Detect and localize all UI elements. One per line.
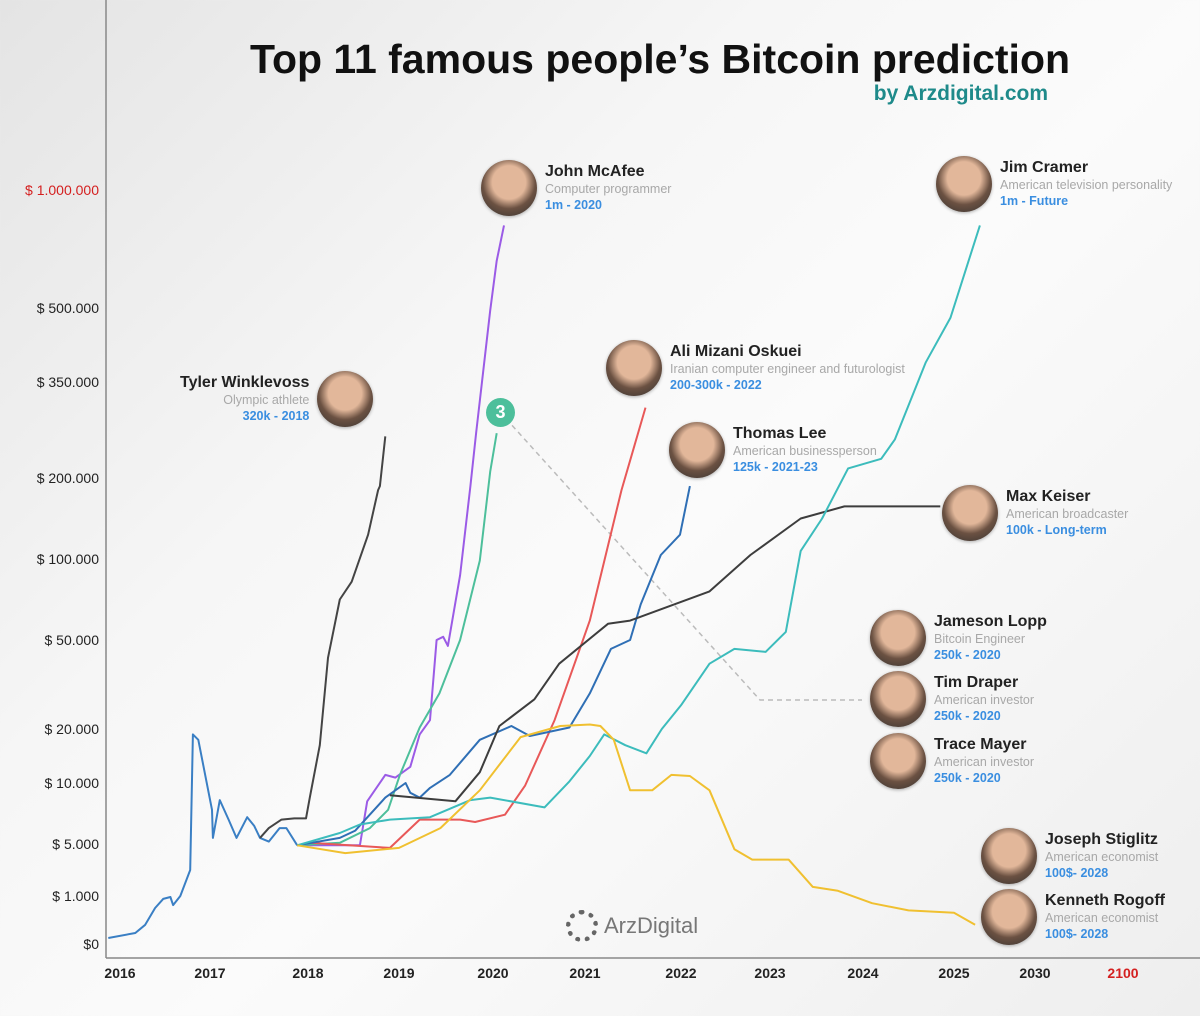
series-line-john-mcafee xyxy=(297,225,505,847)
person-name: Trace Mayer xyxy=(934,736,1027,753)
series-line-jim-cramer xyxy=(296,225,981,847)
person-john-mcafee: John McAfee Computer programmer 1m - 2020 xyxy=(481,160,671,216)
series-line-history xyxy=(108,733,299,939)
person-role: Bitcoin Engineer xyxy=(934,632,1026,646)
person-name: Max Keiser xyxy=(1006,488,1091,505)
y-tick-label: $ 5.000 xyxy=(52,836,99,852)
person-role: American economist xyxy=(1045,850,1159,864)
x-tick-label: 2019 xyxy=(383,965,414,981)
y-tick-label: $ 350.000 xyxy=(37,374,99,390)
person-name: Joseph Stiglitz xyxy=(1045,831,1158,848)
person-max-keiser: Max Keiser American broadcaster 100k - Lon… xyxy=(942,485,1128,541)
avatar xyxy=(981,889,1037,945)
series-line-lopp-draper-mayer xyxy=(297,433,498,847)
person-role: American economist xyxy=(1045,911,1159,925)
x-tick-label: 2025 xyxy=(938,965,969,981)
person-name: Kenneth Rogoff xyxy=(1045,892,1165,909)
y-tick-label: $ 1.000.000 xyxy=(25,182,99,198)
person-prediction: 200-300k - 2022 xyxy=(670,378,762,392)
person-name: John McAfee xyxy=(545,163,645,180)
y-tick-label: $ 20.000 xyxy=(45,721,100,737)
person-role: American investor xyxy=(934,693,1035,707)
y-tick-label: $ 100.000 xyxy=(37,551,99,567)
person-jameson-lopp: Jameson Lopp Bitcoin Engineer 250k - 2020 xyxy=(870,610,1047,666)
person-prediction: 250k - 2020 xyxy=(934,648,1001,662)
x-tick-label: 2020 xyxy=(477,965,508,981)
person-name: Jameson Lopp xyxy=(934,613,1047,630)
person-trace-mayer: Trace Mayer American investor 250k - 2020 xyxy=(870,733,1034,789)
series-line-stiglitz-rogoff xyxy=(297,723,976,926)
series-line-ali-mizani-oskuei xyxy=(297,407,647,849)
person-name: Tyler Winklevoss xyxy=(180,374,310,391)
avatar xyxy=(870,671,926,727)
avatar xyxy=(981,828,1037,884)
person-prediction: 100k - Long-term xyxy=(1006,523,1107,537)
person-tim-draper: Tim Draper American investor 250k - 2020 xyxy=(870,671,1034,727)
series-line-max-keiser xyxy=(389,505,941,803)
callout-badge: 3 xyxy=(486,398,515,427)
arzdigital-logo: ArzDigital xyxy=(566,910,698,942)
person-ali-mizani-oskuei: Ali Mizani Oskuei Iranian computer engine… xyxy=(606,340,905,396)
chart-title: Top 11 famous people’s Bitcoin predictio… xyxy=(249,36,1071,82)
person-name: Thomas Lee xyxy=(733,425,827,442)
x-tick-label: 2024 xyxy=(847,965,878,981)
person-tyler-winklevoss: Tyler Winklevoss Olympic athlete 320k - 20… xyxy=(180,371,374,427)
person-name: Jim Cramer xyxy=(1000,159,1089,176)
y-tick-label: $ 1.000 xyxy=(52,888,99,904)
person-role: American broadcaster xyxy=(1006,507,1129,521)
avatar xyxy=(942,485,998,541)
y-tick-label: $ 200.000 xyxy=(37,470,99,486)
avatar xyxy=(606,340,662,396)
person-jim-cramer: Jim Cramer American television personalit… xyxy=(936,156,1172,212)
logo-text: ArzDigital xyxy=(604,913,699,938)
person-prediction: 320k - 2018 xyxy=(242,409,310,423)
avatar xyxy=(669,422,725,478)
person-role: American television personality xyxy=(1000,178,1173,192)
person-prediction: 100$- 2028 xyxy=(1045,927,1109,941)
person-name: Tim Draper xyxy=(934,674,1019,691)
person-role: American investor xyxy=(934,755,1035,769)
y-tick-label: $0 xyxy=(83,936,99,952)
logo-icon xyxy=(566,910,598,942)
series-line-tyler-winklevoss xyxy=(259,436,387,839)
person-thomas-lee: Thomas Lee American businessperson 125k - … xyxy=(669,422,877,478)
avatar xyxy=(936,156,992,212)
x-tick-label: 2023 xyxy=(754,965,785,981)
y-tick-label: $ 500.000 xyxy=(37,300,99,316)
person-prediction: 1m - Future xyxy=(1000,194,1069,208)
person-prediction: 125k - 2021-23 xyxy=(733,460,818,474)
person-prediction: 250k - 2020 xyxy=(934,771,1001,785)
person-role: Computer programmer xyxy=(545,182,672,196)
avatar xyxy=(317,371,374,427)
chart-subtitle: by Arzdigital.com xyxy=(873,82,1048,105)
x-tick-label: 2022 xyxy=(665,965,696,981)
y-tick-label: $ 10.000 xyxy=(45,775,100,791)
person-prediction: 250k - 2020 xyxy=(934,709,1001,723)
x-tick-label: 2017 xyxy=(194,965,225,981)
person-name: Ali Mizani Oskuei xyxy=(670,343,802,360)
x-tick-label: 2100 xyxy=(1107,965,1138,981)
callout-line xyxy=(499,411,862,701)
person-kenneth-rogoff: Kenneth Rogoff American economist 100$- 20… xyxy=(981,889,1165,945)
avatar xyxy=(481,160,537,216)
person-prediction: 100$- 2028 xyxy=(1045,866,1109,880)
x-tick-label: 2030 xyxy=(1019,965,1050,981)
y-tick-label: $ 50.000 xyxy=(45,632,100,648)
x-tick-label: 2016 xyxy=(104,965,135,981)
person-role: Iranian computer engineer and futurologi… xyxy=(670,362,905,376)
avatar xyxy=(870,610,926,666)
series-line-thomas-lee xyxy=(297,485,691,847)
person-role: Olympic athlete xyxy=(223,393,310,407)
person-joseph-stiglitz: Joseph Stiglitz American economist 100$- 2… xyxy=(981,828,1158,884)
x-tick-label: 2021 xyxy=(569,965,600,981)
x-tick-label: 2018 xyxy=(292,965,323,981)
person-role: American businessperson xyxy=(733,444,877,458)
avatar xyxy=(870,733,926,789)
person-prediction: 1m - 2020 xyxy=(545,198,602,212)
